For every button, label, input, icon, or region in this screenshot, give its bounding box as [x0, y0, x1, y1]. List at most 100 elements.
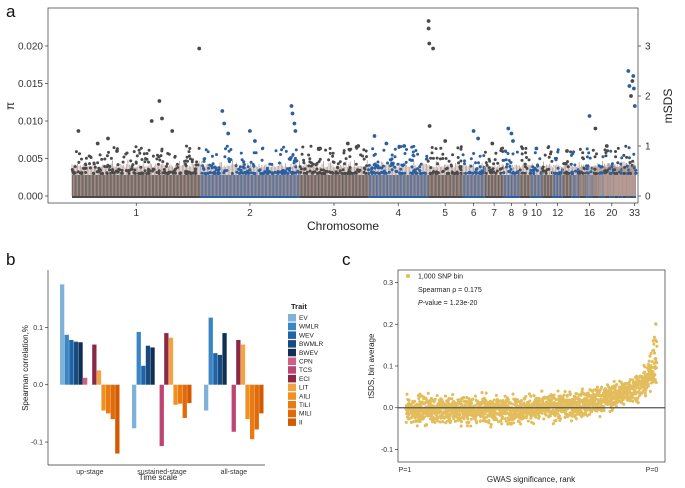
bar-bwev-up-stage	[78, 342, 83, 385]
panel-c-stat-rho: Spearman ρ = 0.175	[418, 287, 482, 294]
chr-3-snp	[302, 158, 306, 162]
chr-11-snp	[550, 159, 554, 163]
bar-eci-sustained-stage	[164, 333, 169, 385]
chr-7-snp	[485, 163, 489, 167]
panel-b-bar-chart: 0.1 0.0 -0.1 up-stage sustained-stage all-st…	[21, 270, 324, 482]
chr-8-snp	[511, 152, 515, 156]
chr-24-snp	[625, 164, 629, 168]
b-y-tick-label: 0.1	[33, 325, 43, 332]
chr-2-snp	[204, 148, 208, 152]
chr-3-snp	[343, 162, 346, 166]
tsds-bin-point	[544, 413, 548, 417]
tsds-bin-point	[489, 422, 493, 426]
chr-1-snp	[103, 157, 107, 161]
chr-5-pi-line	[427, 160, 462, 196]
chr-17-snp	[591, 148, 595, 152]
legend-swatch-mili	[288, 409, 296, 418]
chr-1-outlier-snp	[95, 141, 100, 146]
chr-1-snp	[70, 168, 74, 171]
chr-14-pi-line	[570, 164, 579, 196]
chr-2-snp	[292, 161, 296, 165]
chr-3-snp	[336, 171, 340, 175]
chr-3-snp	[307, 153, 311, 157]
tsds-bin-point	[628, 378, 632, 382]
chr-7-snp	[492, 162, 496, 166]
chr-1-snp	[152, 167, 156, 171]
chr-8-snp	[511, 171, 515, 174]
chr-4-snp	[390, 153, 394, 157]
chr-12-snp	[556, 166, 560, 170]
chr-9-snp	[524, 151, 528, 155]
bar-bwev-all-stage	[222, 333, 227, 385]
panel-b-y-ticks: 0.1 0.0 -0.1	[31, 325, 48, 447]
chr-11-snp	[549, 150, 553, 154]
chr-21-snp	[615, 172, 619, 175]
chr-1-snp	[183, 159, 187, 163]
tsds-bin-point	[435, 393, 439, 398]
chr-1-snp	[157, 172, 161, 175]
chr-4-snp	[418, 169, 422, 173]
chr-8-outlier-snp	[511, 139, 515, 143]
tsds-bin-point	[613, 385, 617, 389]
tsds-bin-point	[655, 339, 659, 344]
chr-1-snp	[140, 158, 144, 161]
chr-2-snp	[207, 171, 210, 175]
tsds-bin-point	[648, 389, 652, 393]
chr-11-snp	[547, 155, 551, 159]
chr-5-snp	[459, 159, 463, 163]
chr-26-outlier-snp	[632, 104, 637, 108]
tsds-bin-point	[532, 394, 536, 398]
bar-bwev-sustained-stage	[150, 347, 155, 385]
chr-16-snp	[586, 164, 590, 168]
chr-1-snp	[139, 171, 143, 175]
tsds-bin-point	[459, 420, 464, 424]
chr-2-snp	[294, 148, 298, 152]
chr-1-snp	[88, 162, 91, 166]
panel-label-a: a	[6, 2, 16, 21]
bar-wev-all-stage	[213, 353, 218, 385]
chr-2-outlier-snp	[290, 111, 295, 116]
chr-17-snp	[593, 167, 597, 171]
chr-20-snp	[610, 162, 614, 166]
chr-12-snp	[556, 148, 560, 152]
legend-swatch-ii	[288, 418, 296, 426]
chr-4-snp	[372, 163, 376, 167]
chr-9-snp	[523, 162, 527, 166]
chr-1-snp	[108, 165, 112, 168]
chr-2-snp	[235, 170, 239, 174]
legend-swatch-wev	[288, 331, 296, 339]
chr-6-snp	[477, 161, 480, 165]
tsds-bin-point	[644, 394, 648, 398]
chr-3-snp	[331, 151, 335, 155]
chr-4-outlier-snp	[384, 141, 389, 146]
chr-3-snp	[364, 171, 368, 175]
chr-2-snp	[249, 160, 253, 164]
a-chr-tick-label-1: 1	[133, 208, 139, 219]
chr-1-snp	[166, 152, 170, 155]
chr-3-snp	[349, 171, 353, 175]
chr-1-snp	[155, 171, 159, 174]
chr-10-outlier-snp	[534, 146, 539, 151]
chr-1-snp	[98, 153, 102, 157]
chr-21-snp	[616, 161, 620, 165]
panel-a-frame	[47, 7, 639, 204]
chr-3-snp	[342, 151, 346, 155]
tsds-bin-point	[433, 420, 437, 424]
chr-1-snp	[178, 171, 182, 175]
chr-4-snp	[389, 158, 393, 162]
chr-1-outlier-snp	[115, 149, 119, 153]
tsds-bin-point	[418, 419, 422, 424]
chr-2-outlier-snp	[289, 104, 294, 108]
chr-11-snp	[547, 145, 551, 149]
bar-mili-all-stage	[254, 384, 259, 430]
legend-swatch-lit	[288, 383, 296, 392]
chr-13-outlier-snp	[565, 149, 569, 153]
chr-7-snp	[499, 167, 503, 171]
chr-6-snp	[474, 161, 477, 165]
tsds-bin-point	[415, 424, 419, 428]
chr-4-snp	[367, 168, 371, 172]
tsds-bin-point	[443, 394, 448, 398]
chr-22-snp	[620, 156, 624, 160]
chr-1-snp	[159, 154, 163, 158]
